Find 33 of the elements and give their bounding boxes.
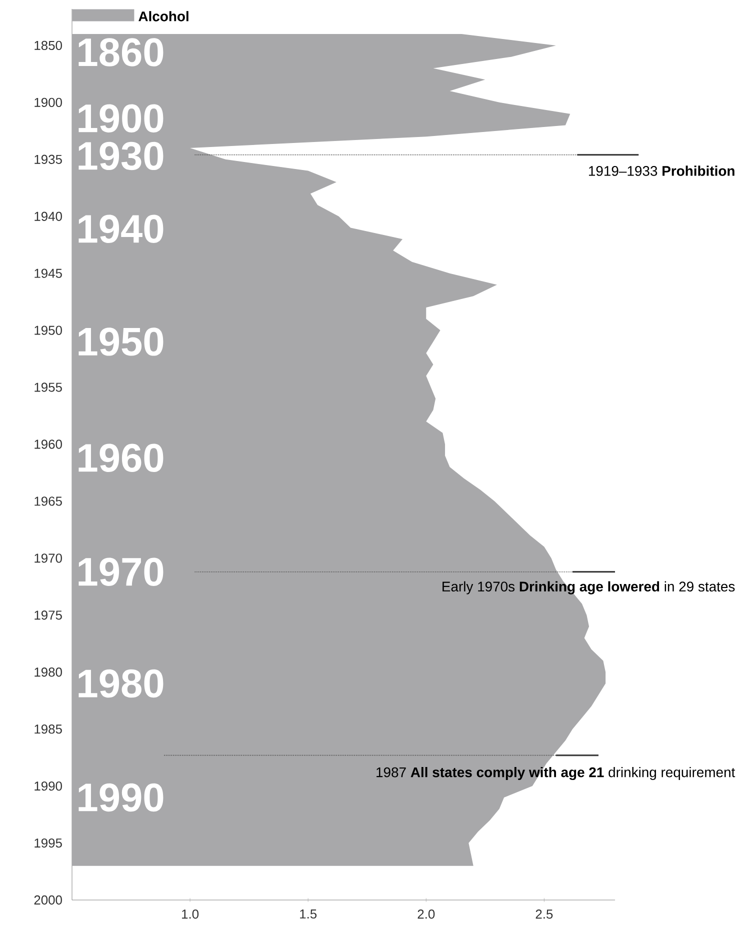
- y-tick-label: 1935: [34, 154, 62, 164]
- annotation: 1919–1933 Prohibition: [588, 166, 734, 176]
- annotation: 1980: [78, 669, 164, 698]
- annotation: 1970: [78, 558, 164, 586]
- x-tick-label: 2.5: [536, 910, 553, 919]
- annotation: 1860: [78, 38, 164, 66]
- y-tick-label: 1975: [34, 610, 62, 620]
- annotation: 1987 All states comply with age 21 drinking requirement: [376, 766, 736, 780]
- y-tick-label: 1955: [34, 382, 62, 392]
- annotation: Early 1970s Drinking age lowered in 29 states: [442, 581, 735, 594]
- y-tick-label: 2000: [34, 895, 62, 905]
- legend-label: Alcohol: [138, 11, 188, 22]
- annotation: 1990: [78, 783, 164, 812]
- y-tick-label: 1990: [34, 781, 62, 791]
- y-tick-label: 1900: [34, 98, 62, 107]
- y-tick-label: 1945: [34, 268, 62, 278]
- annotation: 1960: [78, 444, 164, 472]
- y-tick-label: 1850: [34, 40, 62, 50]
- y-tick-label: 1995: [34, 838, 62, 848]
- y-tick-label: 1940: [34, 212, 62, 221]
- annotation: 1930: [78, 142, 164, 170]
- y-tick-label: 1950: [34, 326, 62, 335]
- x-tick-label: 2.0: [418, 910, 435, 919]
- y-tick-label: 1960: [34, 440, 62, 449]
- annotation: 1940: [78, 214, 164, 243]
- y-tick-label: 1970: [34, 554, 62, 563]
- y-tick-label: 1965: [34, 496, 62, 506]
- annotation: 1950: [78, 328, 164, 356]
- y-tick-label: 1980: [34, 668, 62, 677]
- x-tick-label: 1.0: [182, 910, 199, 919]
- x-tick-label: 1.5: [300, 910, 317, 919]
- y-tick-label: 1985: [34, 724, 62, 734]
- annotation: 1900: [78, 104, 164, 132]
